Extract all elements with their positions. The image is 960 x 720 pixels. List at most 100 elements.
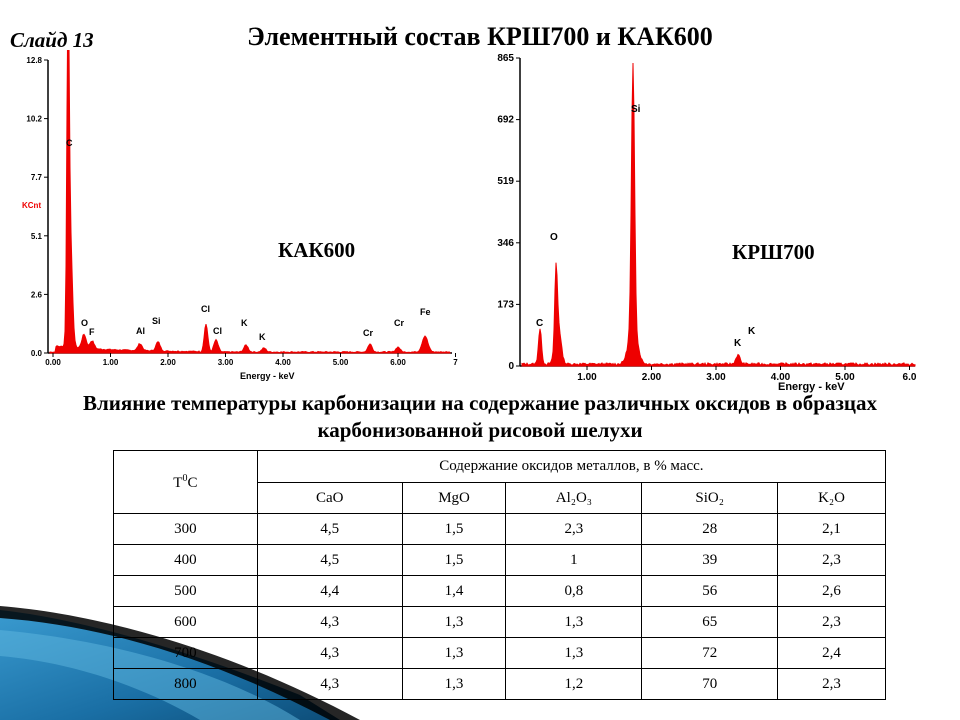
table-cell: 1 bbox=[505, 544, 643, 576]
spectrum-left-axes bbox=[47, 60, 452, 354]
spectrum-left-peak-labels: C OF Al Si Cl Cl K K Cr Cr Fe bbox=[66, 138, 431, 342]
spectrum-right-axes bbox=[519, 58, 915, 367]
table-cell: 4,3 bbox=[256, 637, 403, 669]
y-tick-label: 10.2 bbox=[26, 115, 42, 124]
table-row: 600 4,3 1,3 1,3 65 2,3 bbox=[113, 606, 886, 638]
spectrum-left-trace bbox=[49, 50, 451, 354]
y-tick-label: 2.6 bbox=[31, 290, 43, 299]
y-tick-label: 7.7 bbox=[31, 173, 43, 182]
spectrum-right: 865 692 519 346 173 0 1.00 2.00 3.00 4.00 5.00 6.0… bbox=[497, 53, 917, 393]
table-cell: 0,8 bbox=[505, 575, 643, 607]
peak-label-k: K bbox=[259, 332, 266, 342]
spectrum-right-sample-label: КРШ700 bbox=[732, 240, 815, 264]
slide-number: Слайд 13 bbox=[10, 28, 94, 52]
column-header-mgo: MgO bbox=[401, 482, 507, 514]
table-cell: 700 bbox=[113, 637, 258, 669]
x-tick-label: 5.00 bbox=[333, 358, 349, 367]
peak-label-si: Si bbox=[631, 104, 641, 115]
spectrum-right-x-label: Energy - keV bbox=[778, 381, 845, 393]
peak-label-si: Si bbox=[152, 316, 161, 326]
peak-label-f: F bbox=[89, 327, 95, 337]
x-tick-label: 6.00 bbox=[390, 358, 406, 367]
table-row: 400 4,5 1,5 1 39 2,3 bbox=[113, 544, 886, 576]
table-cell: 28 bbox=[641, 513, 779, 545]
column-header-al2o3: Al₂O₃ bbox=[505, 482, 643, 514]
peak-label-k: K bbox=[241, 318, 248, 328]
spectrum-right-peak-labels: Si O C KK bbox=[536, 104, 756, 349]
x-tick-label: 0.00 bbox=[45, 358, 61, 367]
peak-label-c: C bbox=[66, 138, 73, 148]
peak-label-c: C bbox=[536, 318, 543, 329]
table-cell: 65 bbox=[641, 606, 779, 638]
table-row: 800 4,3 1,3 1,2 70 2,3 bbox=[113, 668, 886, 700]
spectrum-left-x-label: Energy - keV bbox=[240, 371, 295, 381]
x-tick-label: 7 bbox=[453, 358, 458, 367]
x-tick-label: 6.0 bbox=[903, 372, 917, 383]
table-cell: 4,5 bbox=[256, 544, 403, 576]
peak-label-o: O bbox=[550, 232, 558, 243]
spectrum-left-sample-label: КАК600 bbox=[278, 238, 356, 262]
peak-label-cr: Cr bbox=[363, 328, 373, 338]
slide-title: Элементный состав КРШ700 и КАК600 bbox=[247, 22, 713, 51]
x-tick-label: 3.00 bbox=[218, 358, 234, 367]
table-cell: 2,3 bbox=[777, 544, 886, 576]
table-cell: 2,3 bbox=[505, 513, 643, 545]
table-cell: 1,3 bbox=[401, 606, 507, 638]
peak-label-k: K bbox=[748, 326, 756, 337]
x-tick-label: 2.00 bbox=[642, 372, 662, 383]
column-header-cao: CaO bbox=[256, 482, 403, 514]
spectrum-left-x-ticks: 0.00 1.00 2.00 3.00 4.00 5.00 6.00 7 bbox=[45, 353, 458, 367]
table-cell: 500 bbox=[113, 575, 258, 607]
x-tick-label: 5.00 bbox=[835, 372, 855, 383]
table-heading-line-1: Влияние температуры карбонизации на соде… bbox=[82, 391, 878, 415]
table-cell: 4,5 bbox=[256, 513, 403, 545]
y-tick-label: 692 bbox=[497, 115, 514, 126]
table-cell: 2,6 bbox=[777, 575, 886, 607]
peak-label-fe: Fe bbox=[420, 307, 431, 317]
table-heading-line-2: карбонизованной рисовой шелухи bbox=[317, 418, 643, 442]
table-cell: 2,1 bbox=[777, 513, 886, 545]
table-cell: 2,4 bbox=[777, 637, 886, 669]
y-tick-label: 12.8 bbox=[26, 56, 42, 65]
table-row: 300 4,5 1,5 2,3 28 2,1 bbox=[113, 513, 886, 545]
column-header-sio2: SiO₂ bbox=[641, 482, 779, 514]
table-cell: 800 bbox=[113, 668, 258, 700]
peak-label-cl: Cl bbox=[213, 326, 222, 336]
table-cell: 72 bbox=[641, 637, 779, 669]
peak-label-k: K bbox=[734, 338, 742, 349]
spectrum-left: 12.8 10.2 7.7 5.1 2.6 0.0 0.00 1.00 2.00 3.00 4.0… bbox=[22, 50, 458, 381]
temperature-header: T0C bbox=[113, 450, 258, 514]
table-cell: 4,3 bbox=[256, 668, 403, 700]
table-cell: 1,4 bbox=[401, 575, 507, 607]
table-cell: 1,3 bbox=[401, 668, 507, 700]
spectrum-left-y-unit: KCnt bbox=[22, 201, 41, 210]
table-cell: 600 bbox=[113, 606, 258, 638]
table-cell: 300 bbox=[113, 513, 258, 545]
y-tick-label: 5.1 bbox=[31, 232, 43, 241]
table-heading: Влияние температуры карбонизации на соде… bbox=[0, 390, 960, 444]
table-row: 700 4,3 1,3 1,3 72 2,4 bbox=[113, 637, 886, 669]
spectrum-right-x-ticks: 1.00 2.00 3.00 4.00 5.00 6.0 bbox=[577, 366, 917, 383]
table-row: 500 4,4 1,4 0,8 56 2,6 bbox=[113, 575, 886, 607]
x-tick-label: 2.00 bbox=[160, 358, 176, 367]
oxide-content-table: T0C Содержание оксидов металлов, в % мас… bbox=[113, 450, 887, 700]
spectrum-right-trace bbox=[521, 62, 916, 367]
table-cell: 56 bbox=[641, 575, 779, 607]
oxide-group-header: Содержание оксидов металлов, в % масс. bbox=[256, 450, 887, 483]
table-cell: 1,3 bbox=[401, 637, 507, 669]
y-tick-label: 346 bbox=[497, 238, 514, 249]
y-tick-label: 173 bbox=[497, 299, 514, 310]
table-cell: 1,3 bbox=[505, 637, 643, 669]
table-cell: 2,3 bbox=[777, 606, 886, 638]
spectrum-left-y-ticks: 12.8 10.2 7.7 5.1 2.6 0.0 bbox=[26, 56, 48, 358]
y-tick-label: 0.0 bbox=[31, 349, 43, 358]
x-tick-label: 4.00 bbox=[771, 372, 791, 383]
table-cell: 4,3 bbox=[256, 606, 403, 638]
table-subheader-row: CaO MgO Al₂O₃ SiO₂ K₂O bbox=[114, 482, 886, 514]
table-cell: 400 bbox=[113, 544, 258, 576]
table-cell: 1,3 bbox=[505, 606, 643, 638]
x-tick-label: 3.00 bbox=[706, 372, 726, 383]
table-cell: 4,4 bbox=[256, 575, 403, 607]
table-cell: 2,3 bbox=[777, 668, 886, 700]
peak-label-cr: Cr bbox=[394, 318, 404, 328]
